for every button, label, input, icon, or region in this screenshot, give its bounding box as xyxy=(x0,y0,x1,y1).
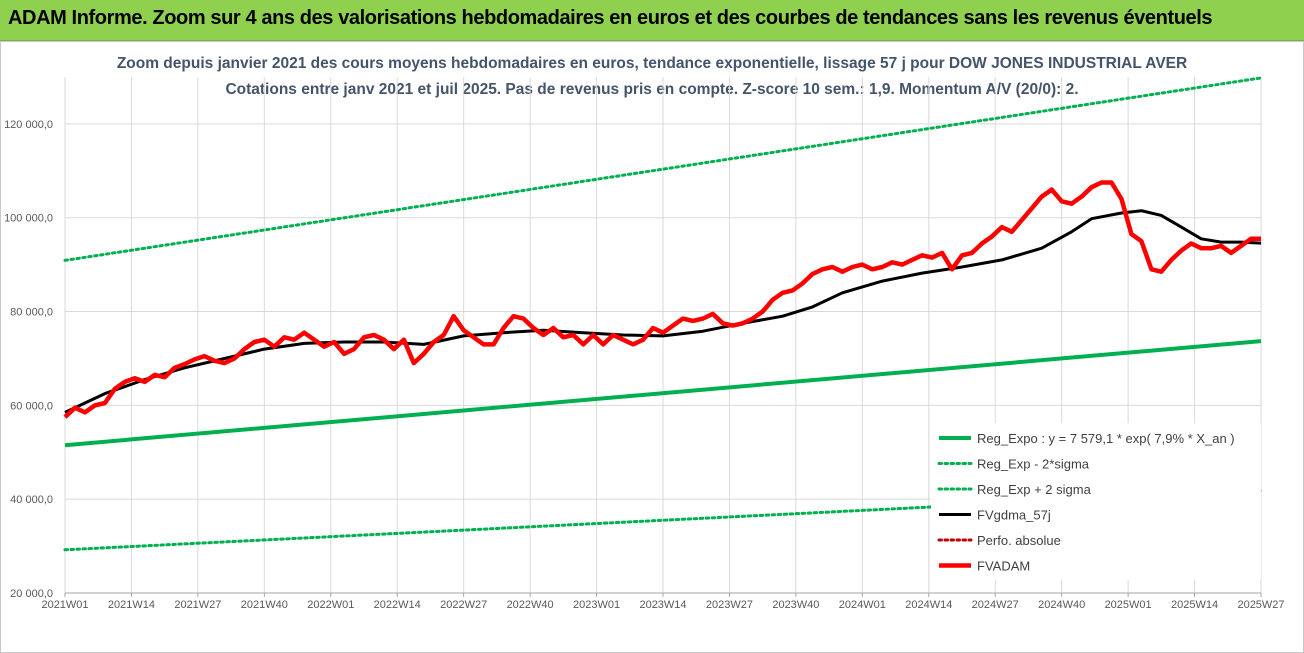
legend-label: Reg_Expo : y = 7 579,1 * exp( 7,9% * X_a… xyxy=(977,431,1235,446)
legend-background xyxy=(931,423,1261,580)
x-tick-label: 2022W14 xyxy=(374,599,421,611)
x-tick-label: 2021W40 xyxy=(241,599,288,611)
legend-label: Reg_Exp - 2*sigma xyxy=(977,457,1090,472)
y-tick-label: 120 000,0 xyxy=(4,119,53,131)
x-tick-label: 2025W27 xyxy=(1237,599,1284,611)
x-tick-label: 2023W14 xyxy=(639,599,686,611)
x-tick-label: 2024W40 xyxy=(1038,599,1085,611)
y-tick-label: 80 000,0 xyxy=(10,307,53,319)
x-tick-label: 2023W40 xyxy=(772,599,819,611)
series-fvadam xyxy=(63,180,1261,419)
y-tick-label: 60 000,0 xyxy=(10,400,53,412)
x-tick-label: 2024W01 xyxy=(839,599,886,611)
x-tick-label: 2024W27 xyxy=(972,599,1019,611)
y-tick-label: 20 000,0 xyxy=(10,588,53,600)
legend-label: FVADAM xyxy=(977,559,1030,574)
x-tick-label: 2022W40 xyxy=(507,599,554,611)
x-tick-label: 2025W01 xyxy=(1105,599,1152,611)
x-tick-label: 2021W01 xyxy=(41,599,88,611)
legend-label: Perfo. absolue xyxy=(977,533,1061,548)
y-tick-label: 40 000,0 xyxy=(10,494,53,506)
x-tick-label: 2023W27 xyxy=(706,599,753,611)
y-tick-label: 100 000,0 xyxy=(4,213,53,225)
x-tick-label: 2022W27 xyxy=(440,599,487,611)
chart-area: Zoom depuis janvier 2021 des cours moyen… xyxy=(0,41,1304,653)
x-tick-label: 2024W14 xyxy=(905,599,952,611)
axes: 20 000,0 40 000,0 60 000,0 80 000,0 100 000,… xyxy=(4,119,1284,611)
banner-title: ADAM Informe. Zoom sur 4 ans des valoris… xyxy=(8,7,1213,29)
legend: Reg_Expo : y = 7 579,1 * exp( 7,9% * X_a… xyxy=(931,423,1261,580)
legend-label: FVgdma_57j xyxy=(977,508,1051,523)
header-banner: ADAM Informe. Zoom sur 4 ans des valoris… xyxy=(0,0,1304,41)
series-fvgdma-57j xyxy=(64,209,1262,414)
chart-subtitle: Cotations entre janv 2021 et juil 2025. … xyxy=(225,81,1078,98)
series-reg-exp-2-sigma xyxy=(63,76,1263,262)
legend-label: Reg_Exp + 2 sigma xyxy=(977,482,1092,497)
x-tick-label: 2025W14 xyxy=(1171,599,1218,611)
x-tick-label: 2021W14 xyxy=(108,599,155,611)
chart-title: Zoom depuis janvier 2021 des cours moyen… xyxy=(117,55,1187,72)
series-reg-expo-y-7-579-1-exp-7-9-x-an xyxy=(64,339,1262,448)
x-tick-label: 2023W01 xyxy=(573,599,620,611)
chart-svg: Zoom depuis janvier 2021 des cours moyen… xyxy=(4,55,1284,611)
x-tick-label: 2022W01 xyxy=(307,599,354,611)
x-tick-label: 2021W27 xyxy=(174,599,221,611)
